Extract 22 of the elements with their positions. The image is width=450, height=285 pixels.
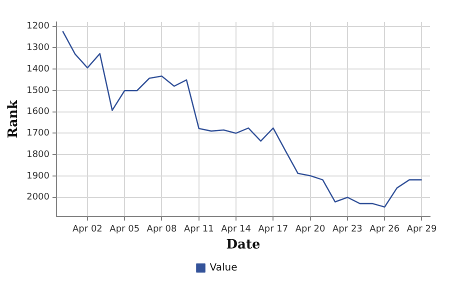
x-tick-label: Apr 20 bbox=[295, 224, 326, 234]
x-tick-label: Apr 17 bbox=[258, 224, 288, 234]
x-tick-label: Apr 26 bbox=[370, 224, 400, 234]
y-axis-title: Rank bbox=[6, 99, 22, 138]
y-tick-label: 1900 bbox=[26, 171, 50, 182]
x-tick-label: Apr 29 bbox=[406, 224, 437, 234]
x-tick-label: Apr 02 bbox=[72, 224, 102, 234]
x-tick-label: Apr 05 bbox=[110, 224, 140, 234]
y-tick-label: 1200 bbox=[26, 22, 50, 32]
y-tick-label: 1700 bbox=[26, 128, 50, 139]
x-tick-label: Apr 23 bbox=[332, 224, 362, 234]
x-axis-title: Date bbox=[226, 238, 260, 253]
y-tick-label: 1300 bbox=[26, 43, 50, 54]
x-tick-label: Apr 11 bbox=[184, 224, 214, 234]
x-tick-label: Apr 08 bbox=[146, 224, 177, 234]
legend-label: Value bbox=[210, 262, 238, 274]
x-tick-label: Apr 14 bbox=[221, 224, 252, 234]
y-tick-label: 1400 bbox=[26, 64, 50, 74]
y-tick-label: 1600 bbox=[26, 107, 50, 118]
y-tick-label: 2000 bbox=[26, 192, 50, 203]
y-tick-label: 1500 bbox=[26, 86, 50, 96]
y-tick-label: 1800 bbox=[26, 150, 50, 160]
